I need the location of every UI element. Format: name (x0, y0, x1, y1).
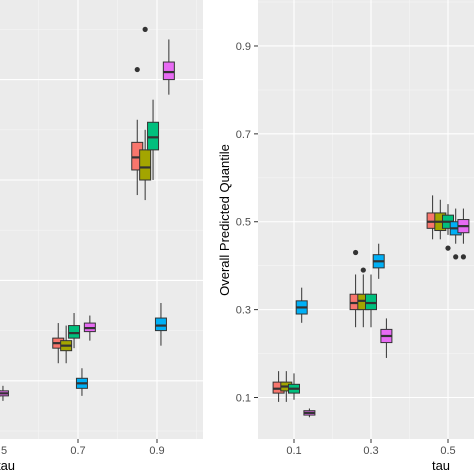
x-axis-title: tau (432, 458, 450, 473)
x-tick-label: 0.9 (149, 445, 164, 457)
box-body (68, 325, 81, 339)
box (288, 373, 300, 400)
box (60, 325, 73, 364)
x-tick-label: 0.7 (70, 445, 85, 457)
outlier-point (360, 267, 366, 273)
box (147, 99, 160, 180)
box (295, 287, 308, 323)
y-tick-label: 0.7 (236, 129, 251, 141)
x-tick-label: 0.1 (286, 445, 301, 457)
box-body (162, 61, 175, 81)
left-panel-boxplot: 5 0.7 0.9 tau (0, 0, 203, 473)
box (162, 39, 175, 95)
outlier-point (142, 26, 148, 32)
outlier-point (353, 249, 359, 256)
y-tick-label: 0.9 (236, 41, 251, 53)
box (0, 385, 9, 401)
outlier-point (460, 254, 466, 260)
box-body (154, 317, 167, 332)
box (154, 302, 167, 346)
x-tick-label: 0.5 (440, 445, 455, 457)
box (68, 313, 81, 349)
y-axis-title: Overall Predicted Quantile (217, 144, 232, 296)
outlier-point (134, 66, 140, 73)
box-body (139, 149, 152, 181)
box-body (147, 121, 160, 151)
x-tick-label: 0.3 (363, 445, 378, 457)
box (365, 274, 377, 328)
box (75, 368, 88, 396)
y-tick-label: 0.5 (236, 217, 251, 229)
x-axis-title: tau (0, 458, 15, 473)
box (303, 408, 316, 418)
x-tick-label: 5 (1, 445, 7, 457)
box (457, 208, 470, 260)
outlier-point (453, 254, 459, 260)
box (83, 315, 96, 341)
right-panel-boxplot: 0.1 0.3 0.5 0.1 0.3 0.5 0.7 0.9 tau Overall Predi… (217, 0, 474, 473)
box (372, 243, 385, 279)
outlier-point (445, 245, 451, 251)
box (380, 318, 393, 358)
box (139, 26, 152, 201)
y-tick-label: 0.3 (236, 305, 251, 317)
y-tick-label: 0.1 (236, 393, 251, 405)
